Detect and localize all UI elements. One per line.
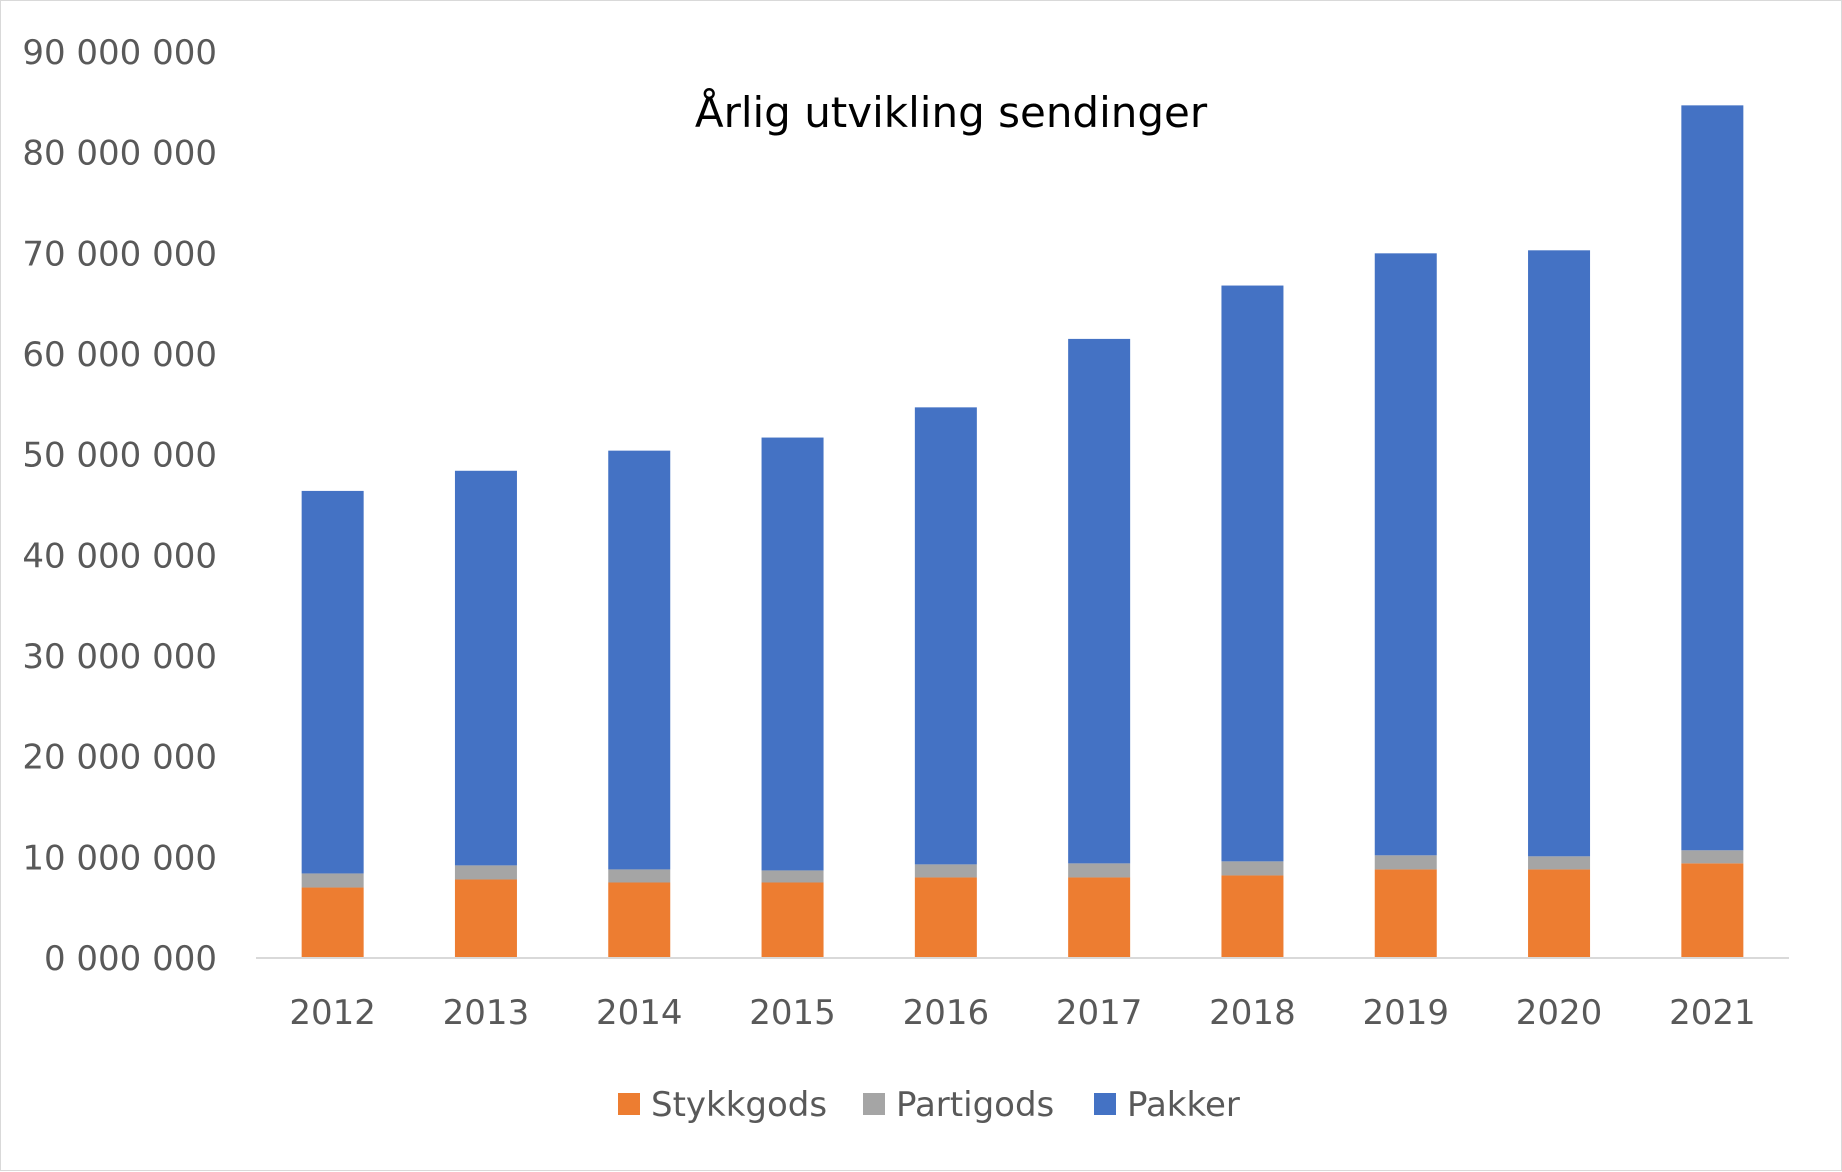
x-tick-label: 2013 xyxy=(443,993,530,1033)
bar-partigods-2017 xyxy=(1068,863,1131,878)
legend: Stykkgods Partigods Pakker xyxy=(618,1085,1240,1125)
y-tick-label: 40 000 000 xyxy=(22,536,217,576)
legend-label-pakker: Pakker xyxy=(1127,1085,1240,1125)
x-axis: 2012 2013 2014 2015 2016 2017 2018 2019 2020 2021 xyxy=(289,993,1755,1033)
legend-label-stykkgods: Stykkgods xyxy=(651,1085,827,1125)
bar-pakker-2012 xyxy=(301,490,364,874)
bars xyxy=(301,105,1744,958)
bar-pakker-2019 xyxy=(1374,253,1437,856)
legend-swatch-stykkgods xyxy=(618,1093,640,1115)
y-tick-label: 60 000 000 xyxy=(22,335,217,375)
bar-pakker-2020 xyxy=(1528,250,1591,857)
x-tick-label: 2015 xyxy=(749,993,836,1033)
x-tick-label: 2018 xyxy=(1209,993,1296,1033)
y-axis: 0 000 000 10 000 000 20 000 000 30 000 000 4… xyxy=(22,33,217,979)
bar-stykkgods-2020 xyxy=(1528,869,1591,958)
bar-pakker-2015 xyxy=(761,437,824,871)
legend-swatch-partigods xyxy=(863,1093,885,1115)
x-tick-label: 2021 xyxy=(1669,993,1756,1033)
bar-stykkgods-2016 xyxy=(914,877,977,958)
x-tick-label: 2016 xyxy=(903,993,990,1033)
chart-title: Årlig utvikling sendinger xyxy=(695,87,1208,137)
bar-pakker-2016 xyxy=(914,407,977,865)
bar-stykkgods-2019 xyxy=(1374,869,1437,958)
bar-pakker-2021 xyxy=(1681,105,1744,851)
bar-pakker-2018 xyxy=(1221,285,1284,862)
bar-partigods-2013 xyxy=(454,865,517,880)
bar-stykkgods-2014 xyxy=(608,882,671,958)
y-tick-label: 30 000 000 xyxy=(22,637,217,677)
bar-partigods-2020 xyxy=(1528,856,1591,870)
bar-stykkgods-2015 xyxy=(761,882,824,958)
y-tick-label: 90 000 000 xyxy=(22,33,217,73)
x-tick-label: 2019 xyxy=(1362,993,1449,1033)
x-tick-label: 2014 xyxy=(596,993,683,1033)
y-tick-label: 20 000 000 xyxy=(22,738,217,778)
bar-stykkgods-2017 xyxy=(1068,877,1131,958)
x-tick-label: 2017 xyxy=(1056,993,1143,1033)
legend-swatch-pakker xyxy=(1094,1093,1116,1115)
bar-pakker-2014 xyxy=(608,450,671,870)
bar-stykkgods-2018 xyxy=(1221,875,1284,958)
y-tick-label: 80 000 000 xyxy=(22,134,217,174)
y-tick-label: 50 000 000 xyxy=(22,436,217,476)
bar-partigods-2019 xyxy=(1374,855,1437,870)
bar-partigods-2018 xyxy=(1221,861,1284,876)
x-tick-label: 2020 xyxy=(1516,993,1603,1033)
legend-label-partigods: Partigods xyxy=(896,1085,1054,1125)
x-tick-label: 2012 xyxy=(289,993,376,1033)
bar-partigods-2012 xyxy=(301,873,364,888)
bar-partigods-2015 xyxy=(761,870,824,883)
bar-partigods-2014 xyxy=(608,869,671,883)
bar-stykkgods-2013 xyxy=(454,879,517,958)
y-tick-label: 0 000 000 xyxy=(44,939,217,979)
bar-pakker-2013 xyxy=(454,470,517,866)
bar-stykkgods-2021 xyxy=(1681,863,1744,958)
bar-stykkgods-2012 xyxy=(301,887,364,958)
bar-partigods-2021 xyxy=(1681,850,1744,864)
y-tick-label: 70 000 000 xyxy=(22,234,217,274)
y-tick-label: 10 000 000 xyxy=(22,838,217,878)
bar-partigods-2016 xyxy=(914,864,977,878)
bar-pakker-2017 xyxy=(1068,338,1131,864)
